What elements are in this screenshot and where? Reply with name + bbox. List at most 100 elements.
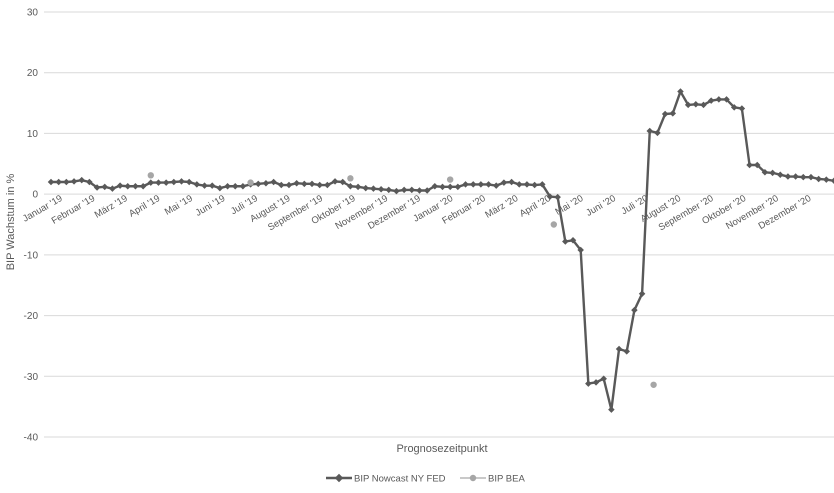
data-point-nowcast [462,181,469,188]
y-tick-label: -30 [24,372,39,383]
data-point-nowcast [492,182,500,189]
data-point-nowcast [416,187,423,194]
data-point-nowcast [800,173,807,181]
y-tick-label: 10 [27,129,39,140]
data-point-nowcast [101,183,108,191]
data-point-nowcast [278,181,285,189]
data-point-nowcast [339,178,346,186]
data-point-nowcast [623,348,630,355]
data-point-nowcast [316,181,323,189]
data-point-nowcast [769,169,776,177]
data-point-nowcast [47,178,55,186]
data-point-nowcast [577,246,584,254]
legend-label-nowcast: BIP Nowcast NY FED [354,474,446,485]
data-point-nowcast [216,184,224,192]
legend: BIP Nowcast NY FED BIP BEA [326,474,525,485]
data-point-nowcast [408,186,416,194]
data-point-nowcast [147,179,155,186]
data-point-nowcast [231,182,239,190]
data-point-nowcast [162,179,170,186]
data-point-nowcast [285,181,293,189]
data-point-nowcast [700,101,707,109]
data-point-nowcast [531,181,538,189]
data-point-nowcast [746,161,753,169]
data-point-nowcast [385,186,393,194]
data-point-nowcast [239,182,247,190]
series-layer [47,88,834,413]
data-point-nowcast [208,182,216,189]
data-point-nowcast [638,290,646,297]
data-point-nowcast [155,179,162,186]
data-point-nowcast [830,177,834,185]
data-point-nowcast [185,178,193,186]
data-point-nowcast [224,182,231,190]
y-tick-label: -20 [24,311,39,322]
data-point-nowcast [516,181,523,188]
data-point-nowcast [308,180,316,188]
data-point-bea [550,221,558,228]
data-point-nowcast [738,105,746,112]
y-tick-label: -40 [24,433,39,444]
data-point-bea [247,179,254,186]
data-point-nowcast [55,178,62,186]
data-point-nowcast [70,178,78,185]
data-point-bea [650,381,657,388]
x-tick-label: Mai '19 [163,193,195,218]
x-tick-label: März '19 [93,193,130,221]
data-point-nowcast [554,193,561,201]
x-tick-label: März '20 [483,193,520,221]
data-point-nowcast [777,171,784,178]
data-point-nowcast [631,306,638,314]
x-tick-label: April '19 [127,193,162,220]
legend-label-bea: BIP BEA [488,474,525,485]
data-point-nowcast [792,173,799,180]
data-point-nowcast [331,178,339,185]
data-point-nowcast [600,375,607,382]
data-point-nowcast [477,181,485,188]
data-point-nowcast [178,178,185,185]
data-point-nowcast [139,182,147,190]
y-tick-label: -10 [24,250,39,261]
legend-swatch-marker-nowcast [334,473,344,483]
data-point-nowcast [508,178,515,186]
data-point-nowcast [431,182,439,190]
data-point-nowcast [715,96,723,103]
y-tick-label: 0 [32,190,38,201]
data-point-nowcast [86,178,93,186]
y-axis-tick-labels: 30 20 10 0 -10 -20 -30 -40 [24,8,39,444]
data-point-nowcast [347,182,354,190]
data-point-nowcast [354,183,362,191]
data-point-nowcast [523,181,531,188]
data-point-nowcast [823,176,830,183]
data-point-nowcast [585,380,592,387]
data-point-nowcast [370,185,377,192]
data-point-bea [147,172,154,179]
data-point-nowcast [116,182,124,189]
legend-item-bea: BIP BEA [460,474,525,485]
data-point-nowcast [707,97,715,104]
data-point-nowcast [615,345,623,353]
data-point-nowcast [500,179,508,186]
data-point-nowcast [193,181,201,188]
data-point-nowcast [669,110,677,117]
y-tick-label: 30 [27,8,39,19]
data-point-nowcast [132,182,139,190]
data-point-nowcast [446,183,454,191]
data-point-nowcast [469,181,477,188]
data-point-nowcast [761,169,769,176]
data-point-nowcast [393,187,400,195]
gridlines [44,11,834,438]
data-point-nowcast [93,184,101,191]
data-point-nowcast [562,238,569,245]
legend-item-nowcast: BIP Nowcast NY FED [326,474,446,485]
data-point-nowcast [454,183,462,191]
data-point-nowcast [377,186,385,193]
data-point-nowcast [400,186,408,194]
data-point-nowcast [654,129,661,137]
series-line-nowcast [51,90,834,411]
data-point-nowcast [661,110,669,118]
data-point-nowcast [784,173,792,180]
